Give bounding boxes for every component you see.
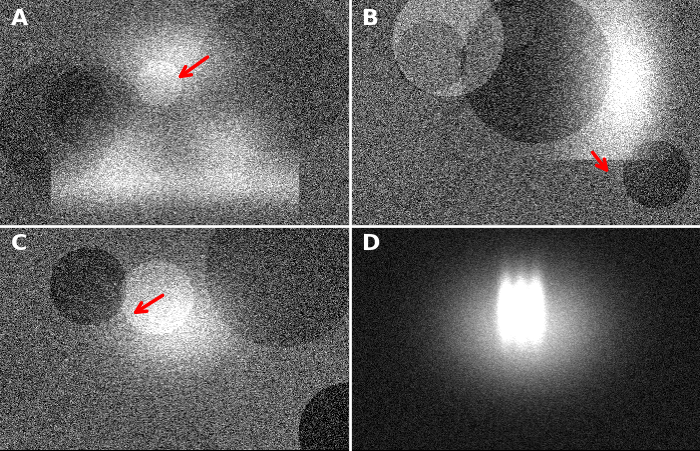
Text: A: A <box>10 9 28 29</box>
Text: B: B <box>361 9 379 29</box>
Text: C: C <box>10 235 27 254</box>
Text: D: D <box>361 235 380 254</box>
